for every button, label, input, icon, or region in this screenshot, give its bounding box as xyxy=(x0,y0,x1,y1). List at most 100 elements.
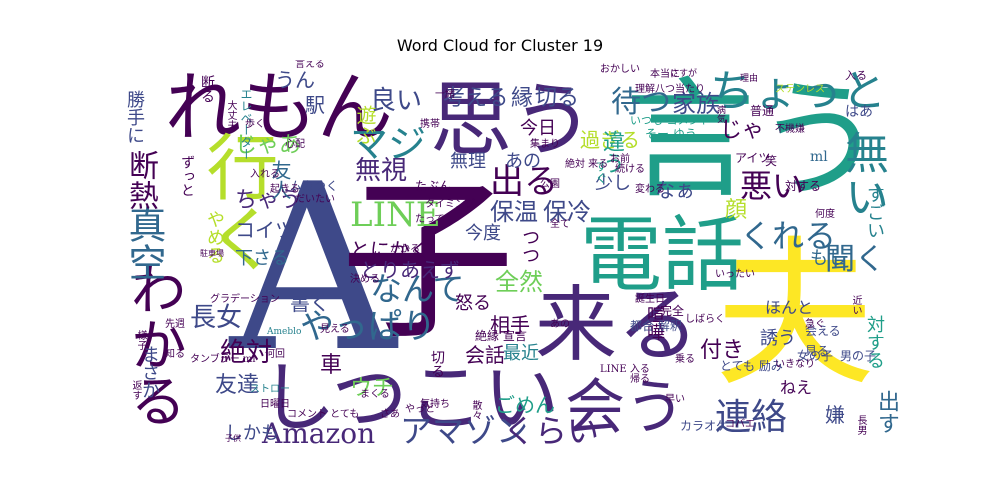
cloud-word-48: 最近 xyxy=(503,343,539,364)
cloud-word-0: A xyxy=(230,136,397,403)
cloud-word-76: すごい xyxy=(864,185,885,239)
cloud-word-4: 電話 xyxy=(580,208,745,303)
cloud-word-27: マジ xyxy=(350,122,427,166)
cloud-word-133: 駐車場 xyxy=(200,249,224,258)
cloud-word-18: 連絡 xyxy=(715,397,788,438)
cloud-word-102: 会える xyxy=(805,324,841,338)
cloud-word-82: 喧嘩 xyxy=(644,305,665,341)
cloud-word-151: 続ける xyxy=(615,164,645,175)
cloud-word-112: ステンレス xyxy=(775,84,825,95)
cloud-word-71: じゃ xyxy=(720,118,765,143)
cloud-word-67: 今日 xyxy=(520,118,556,139)
cloud-word-79: 誘う xyxy=(760,328,796,349)
cloud-word-91: タンブラー ml xyxy=(190,354,256,365)
cloud-word-75: もし xyxy=(810,248,846,269)
cloud-word-150: しばらく xyxy=(685,314,725,325)
cloud-word-37: 聞く xyxy=(825,242,885,277)
cloud-word-95: カラオケ xyxy=(680,419,729,433)
cloud-word-116: さすが xyxy=(670,69,698,79)
cloud-word-86: はあ xyxy=(845,104,873,120)
cloud-word-134: 先週 xyxy=(165,319,185,330)
cloud-word-63: やめる xyxy=(204,210,225,264)
cloud-word-140: 気持ち xyxy=(420,399,450,410)
cloud-word-136: 知る xyxy=(165,349,185,360)
cloud-word-144: 早い xyxy=(665,394,685,405)
cloud-word-72: 顔 xyxy=(725,198,748,223)
cloud-word-132: 子供 xyxy=(225,434,241,443)
cloud-word-14: LINE xyxy=(350,195,441,235)
cloud-word-50: とりあえず xyxy=(360,258,460,282)
cloud-word-139: 日曜日 xyxy=(260,399,290,410)
cloud-word-64: 今度 xyxy=(465,223,501,244)
cloud-word-46: 車 xyxy=(320,353,343,378)
cloud-word-54: ちゃう xyxy=(235,188,302,213)
cloud-word-58: うん xyxy=(275,68,315,92)
cloud-word-33: 保温 xyxy=(490,198,538,226)
cloud-word-28: 無視 xyxy=(355,156,408,186)
cloud-word-127: たぶん xyxy=(415,179,452,193)
cloud-word-30: 考える xyxy=(443,86,509,111)
cloud-word-12: ちょっと xyxy=(710,66,886,117)
cloud-word-128: タイミング xyxy=(425,199,475,210)
cloud-word-52: 下さる xyxy=(235,248,289,269)
cloud-word-167: 切る xyxy=(429,350,445,378)
cloud-word-106: いきなり xyxy=(775,359,815,370)
cloud-word-90: グラデーション xyxy=(210,294,280,305)
cloud-word-84: ねえ xyxy=(780,378,813,397)
cloud-word-120: 集まり xyxy=(530,139,560,150)
cloud-word-59: 勝手に xyxy=(125,90,145,144)
cloud-word-100: 完全 xyxy=(660,304,685,318)
cloud-word-45: しかも xyxy=(225,423,279,444)
cloud-word-31: 縁 xyxy=(511,86,534,111)
cloud-word-121: 絶対 来る xyxy=(565,159,609,170)
cloud-word-3: 夫 xyxy=(715,221,876,408)
cloud-word-44: 嫌 xyxy=(825,403,845,427)
cloud-word-10: 会う xyxy=(565,373,685,443)
cloud-word-51: とにかく xyxy=(350,238,430,262)
cloud-word-138: 返す xyxy=(130,380,141,400)
word-cloud: A 子言う夫電話 思う れもん 来る しつこい 行く 会う わかる ちょっと 無い LINE Amazo… xyxy=(125,60,900,448)
cloud-word-88: ムカつく xyxy=(290,179,339,193)
cloud-word-131: 起きる xyxy=(270,184,300,195)
cloud-word-153: 大丈夫 xyxy=(225,100,236,130)
cloud-word-61: 断る xyxy=(199,75,215,103)
cloud-word-115: 八つ当たり xyxy=(655,84,705,95)
cloud-word-85: ml xyxy=(810,149,828,165)
cloud-word-89: エレベーター xyxy=(239,88,253,160)
cloud-word-157: 理解 xyxy=(635,84,655,95)
cloud-word-34: 保冷 xyxy=(543,198,591,226)
cloud-word-17: くらい xyxy=(503,412,600,448)
cloud-word-154: 歩く xyxy=(245,119,265,130)
cloud-word-123: 公園 xyxy=(540,179,560,190)
cloud-word-22: なんて xyxy=(370,270,465,308)
cloud-word-125: 携帯 xyxy=(420,119,440,130)
cloud-word-62: まさか xyxy=(139,345,160,399)
cloud-word-29: 良い xyxy=(370,86,423,116)
cloud-word-161: 決める xyxy=(350,274,380,285)
cloud-word-69: 違う xyxy=(599,130,624,174)
cloud-word-108: 笑 xyxy=(765,154,778,168)
cloud-word-166: LINE 入る xyxy=(600,364,650,375)
cloud-word-65: 無理 xyxy=(450,151,486,172)
cloud-word-21: やっぱり xyxy=(300,307,436,347)
cloud-word-159: 全て xyxy=(550,219,570,230)
cloud-word-60: ずっと xyxy=(179,155,195,197)
cloud-word-9: 行く xyxy=(194,130,278,274)
cloud-word-149: 誕生日 xyxy=(635,294,665,305)
cloud-word-113: 何度 xyxy=(815,209,835,220)
cloud-word-35: くれる xyxy=(740,217,837,255)
cloud-word-99: 絶縁 宣言 xyxy=(475,329,527,343)
cloud-word-56: 友人 xyxy=(268,160,292,200)
cloud-word-137: 何回 xyxy=(265,349,285,360)
cloud-word-111: 普通 xyxy=(750,104,775,118)
cloud-word-68: 過ぎる xyxy=(580,128,640,152)
cloud-word-163: まくる xyxy=(360,389,390,400)
cloud-word-83: 怒る xyxy=(455,293,491,314)
cloud-word-143: 帰る xyxy=(630,374,650,385)
cloud-word-81: 相手 xyxy=(490,313,530,337)
cloud-word-26: 家族 xyxy=(672,90,720,118)
cloud-word-39: 絶対 xyxy=(220,338,273,368)
cloud-word-78: ほんと xyxy=(765,298,814,317)
cloud-word-109: 対する xyxy=(785,179,822,193)
cloud-word-94: Ameblo xyxy=(267,327,302,337)
